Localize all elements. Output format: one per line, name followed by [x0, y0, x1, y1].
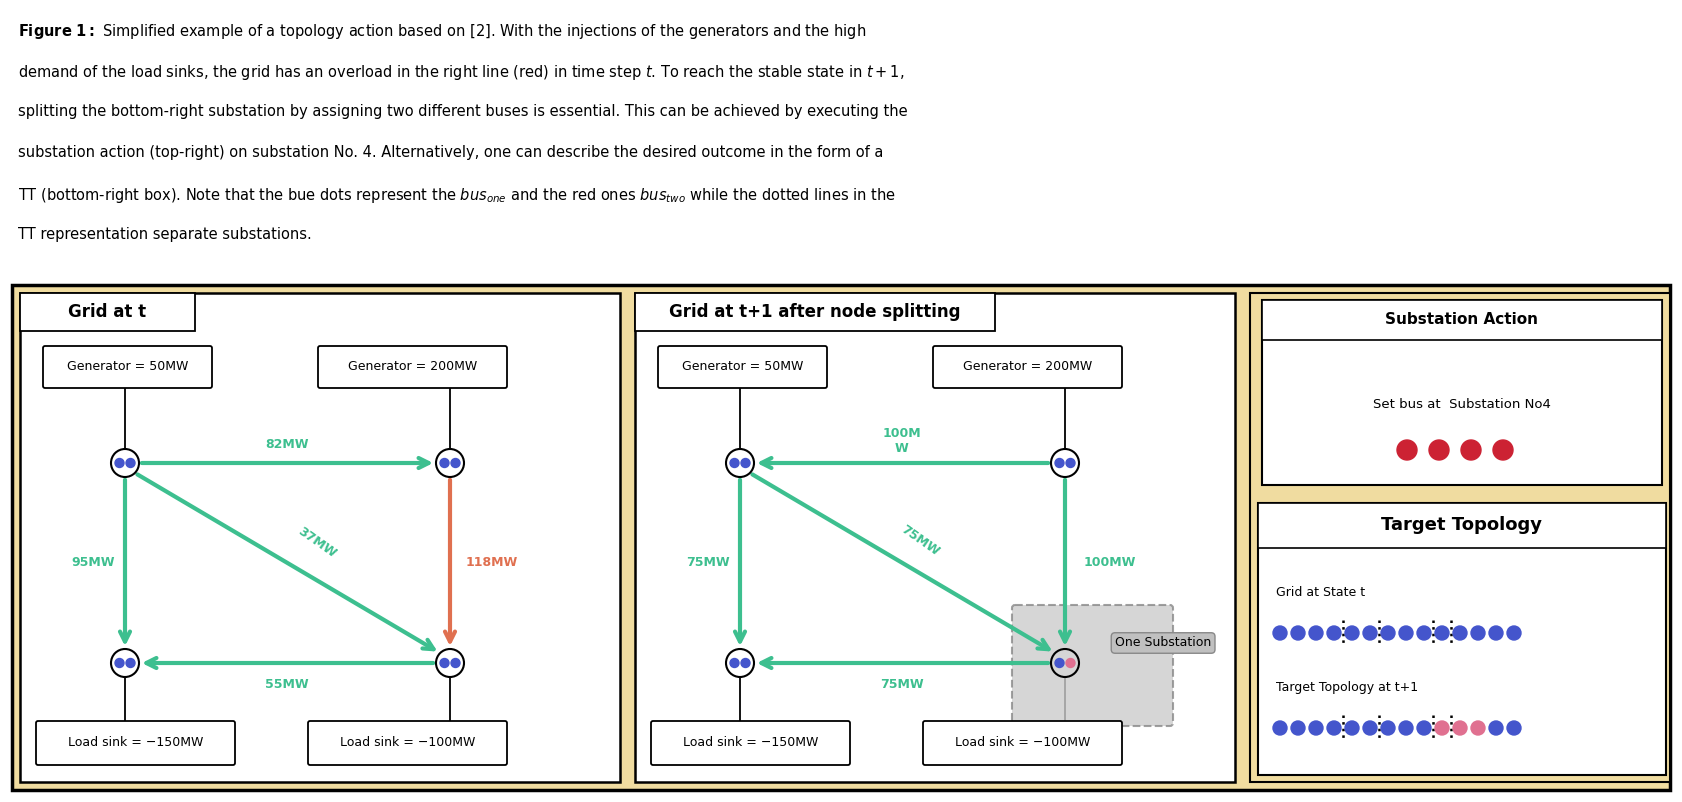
Circle shape [1507, 626, 1521, 640]
FancyBboxPatch shape [658, 346, 828, 388]
Circle shape [1309, 626, 1324, 640]
Circle shape [1453, 626, 1467, 640]
FancyBboxPatch shape [318, 346, 506, 388]
Circle shape [451, 459, 459, 468]
Text: Generator = 50MW: Generator = 50MW [67, 361, 188, 374]
Text: Target Topology at t+1: Target Topology at t+1 [1277, 682, 1418, 695]
Circle shape [1327, 626, 1341, 640]
Circle shape [1416, 721, 1431, 735]
Text: TT (bottom-right box). Note that the bue dots represent the $bus_{one}$ and the : TT (bottom-right box). Note that the bue… [19, 186, 895, 205]
Circle shape [1292, 626, 1305, 640]
Circle shape [1416, 626, 1431, 640]
Text: substation action (top-right) on substation No. 4. Alternatively, one can descri: substation action (top-right) on substat… [19, 145, 883, 160]
Circle shape [126, 658, 135, 667]
Circle shape [1398, 440, 1416, 460]
Text: $\mathbf{Figure\ 1:}$ Simplified example of a topology action based on [2]. With: $\mathbf{Figure\ 1:}$ Simplified example… [19, 22, 866, 41]
Text: 75MW: 75MW [898, 523, 942, 559]
Circle shape [1381, 721, 1394, 735]
Circle shape [742, 459, 750, 468]
Text: Load sink = −100MW: Load sink = −100MW [955, 736, 1090, 750]
Text: Generator = 50MW: Generator = 50MW [681, 361, 804, 374]
Text: Target Topology: Target Topology [1381, 516, 1542, 534]
Text: Load sink = −150MW: Load sink = −150MW [683, 736, 817, 750]
Circle shape [1273, 721, 1287, 735]
Text: One Substation: One Substation [1115, 637, 1211, 650]
Circle shape [1435, 721, 1448, 735]
FancyBboxPatch shape [35, 721, 235, 765]
FancyBboxPatch shape [308, 721, 506, 765]
Circle shape [1066, 459, 1075, 468]
Circle shape [441, 658, 449, 667]
Text: 55MW: 55MW [266, 678, 309, 691]
Circle shape [1309, 721, 1324, 735]
Circle shape [1327, 721, 1341, 735]
Circle shape [1055, 658, 1065, 667]
Text: demand of the load sinks, the grid has an overload in the right line (red) in ti: demand of the load sinks, the grid has a… [19, 63, 905, 82]
FancyBboxPatch shape [20, 293, 195, 331]
Circle shape [1346, 626, 1359, 640]
FancyBboxPatch shape [934, 346, 1122, 388]
Circle shape [114, 459, 124, 468]
Circle shape [1055, 459, 1065, 468]
FancyBboxPatch shape [1250, 293, 1670, 782]
Text: Load sink = −100MW: Load sink = −100MW [340, 736, 476, 750]
Circle shape [114, 658, 124, 667]
Text: 95MW: 95MW [71, 557, 114, 569]
FancyBboxPatch shape [1262, 300, 1662, 485]
Text: 37MW: 37MW [296, 525, 338, 561]
Text: Set bus at  Substation No4: Set bus at Substation No4 [1373, 399, 1551, 411]
Circle shape [1453, 721, 1467, 735]
Circle shape [730, 658, 738, 667]
Text: Load sink = −150MW: Load sink = −150MW [67, 736, 204, 750]
Circle shape [1489, 721, 1504, 735]
Text: Substation Action: Substation Action [1386, 313, 1539, 327]
FancyBboxPatch shape [636, 293, 1235, 782]
FancyBboxPatch shape [20, 293, 621, 782]
Circle shape [1399, 721, 1413, 735]
Circle shape [1346, 721, 1359, 735]
Text: 118MW: 118MW [466, 557, 518, 569]
Text: Generator = 200MW: Generator = 200MW [962, 361, 1092, 374]
Text: 100MW: 100MW [1083, 557, 1135, 569]
Circle shape [1507, 721, 1521, 735]
FancyBboxPatch shape [651, 721, 849, 765]
Circle shape [742, 658, 750, 667]
Text: splitting the bottom-right substation by assigning two different buses is essent: splitting the bottom-right substation by… [19, 104, 908, 119]
FancyBboxPatch shape [636, 293, 996, 331]
Circle shape [1472, 721, 1485, 735]
FancyBboxPatch shape [1258, 503, 1665, 775]
Circle shape [441, 459, 449, 468]
Circle shape [1292, 721, 1305, 735]
Circle shape [451, 658, 459, 667]
Text: Grid at State t: Grid at State t [1277, 586, 1366, 600]
FancyBboxPatch shape [923, 721, 1122, 765]
FancyBboxPatch shape [12, 285, 1670, 790]
Text: TT representation separate substations.: TT representation separate substations. [19, 227, 311, 242]
Text: 100M
W: 100M W [883, 427, 922, 455]
Circle shape [1472, 626, 1485, 640]
Circle shape [1435, 626, 1448, 640]
Circle shape [1489, 626, 1504, 640]
Text: Grid at t: Grid at t [69, 303, 146, 321]
Text: 75MW: 75MW [880, 678, 923, 691]
Text: Generator = 200MW: Generator = 200MW [348, 361, 478, 374]
FancyBboxPatch shape [1013, 605, 1172, 726]
Circle shape [1362, 721, 1378, 735]
Text: 82MW: 82MW [266, 439, 309, 452]
Text: 75MW: 75MW [686, 557, 730, 569]
Circle shape [1381, 626, 1394, 640]
Circle shape [1066, 658, 1075, 667]
FancyBboxPatch shape [1258, 503, 1665, 548]
Circle shape [730, 459, 738, 468]
Circle shape [1362, 626, 1378, 640]
FancyBboxPatch shape [44, 346, 212, 388]
Text: Grid at t+1 after node splitting: Grid at t+1 after node splitting [669, 303, 960, 321]
Circle shape [1462, 440, 1480, 460]
Circle shape [1430, 440, 1448, 460]
Circle shape [126, 459, 135, 468]
Circle shape [1399, 626, 1413, 640]
Circle shape [1494, 440, 1514, 460]
Circle shape [1273, 626, 1287, 640]
FancyBboxPatch shape [1262, 300, 1662, 340]
